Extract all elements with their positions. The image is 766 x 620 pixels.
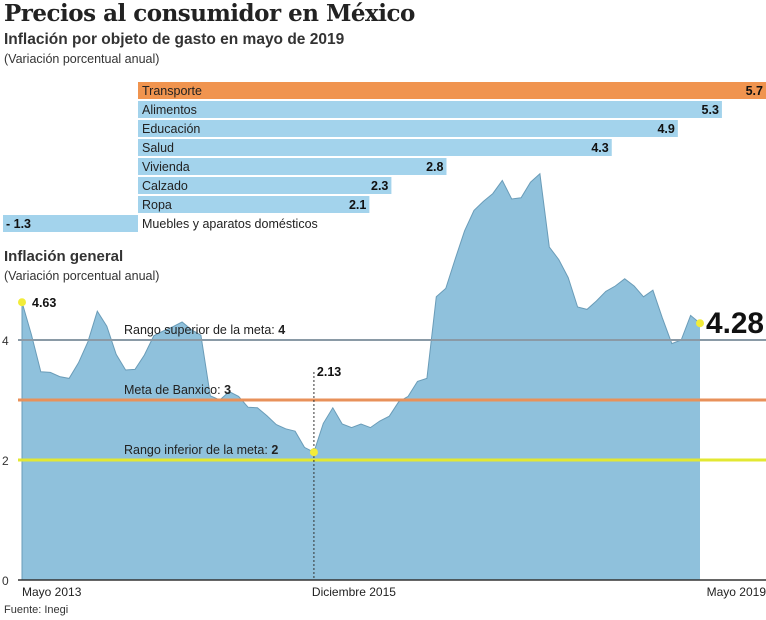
- bar-value-label: 2.3: [371, 179, 388, 193]
- bar-value-label: 5.7: [746, 84, 763, 98]
- bar-value-label: 2.1: [349, 198, 366, 212]
- annotation-label: 4.63: [32, 296, 56, 310]
- bar: [138, 196, 370, 213]
- reference-line-label: Rango superior de la meta: 4: [124, 323, 285, 337]
- bar: [138, 120, 678, 137]
- bar-category-label: Salud: [142, 141, 174, 155]
- bar-chart-units: (Variación porcentual anual): [4, 52, 160, 66]
- inflation-line: [21, 172, 701, 580]
- data-point-marker: [696, 319, 704, 328]
- reference-line-label: Meta de Banxico: 3: [124, 383, 231, 397]
- bar-value-label: 2.8: [426, 160, 443, 174]
- x-tick-label: Diciembre 2015: [312, 585, 396, 599]
- bar-value-label: 4.9: [657, 122, 674, 136]
- bar-value-label: 4.3: [591, 141, 608, 155]
- bar: [3, 215, 138, 232]
- line-chart-units: (Variación porcentual anual): [4, 269, 160, 283]
- bar-value-label: 5.3: [702, 103, 719, 117]
- y-tick-label: 4: [2, 334, 9, 348]
- bar: [138, 177, 392, 194]
- chart-title: Precios al consumidor en México: [4, 0, 415, 27]
- annotation-label-final: 4.28: [706, 307, 764, 340]
- bar-category-label: Ropa: [142, 198, 172, 212]
- y-tick-label: 2: [2, 454, 9, 468]
- bar: [138, 158, 447, 175]
- bar-category-label: Muebles y aparatos domésticos: [142, 217, 318, 231]
- source-note: Fuente: Inegi: [4, 604, 69, 616]
- bar-value-label: - 1.3: [6, 217, 31, 231]
- reference-line-label: Rango inferior de la meta: 2: [124, 443, 278, 457]
- x-tick-label: Mayo 2013: [22, 585, 82, 599]
- bar-category-label: Transporte: [142, 84, 202, 98]
- bar: [138, 139, 612, 156]
- inflation-area: [22, 173, 700, 581]
- y-tick-label: 0: [2, 574, 9, 588]
- bar: [138, 82, 766, 99]
- bar-category-label: Vivienda: [142, 160, 190, 174]
- bar-category-label: Calzado: [142, 179, 188, 193]
- bar-chart-subtitle: Inflación por objeto de gasto en mayo de…: [4, 31, 345, 48]
- bar-category-label: Educación: [142, 122, 200, 136]
- data-point-marker: [18, 298, 26, 307]
- bar: [138, 101, 722, 118]
- x-tick-label: Mayo 2019: [707, 585, 766, 599]
- data-point-marker: [309, 448, 318, 457]
- line-chart-title: Inflación general: [4, 248, 124, 265]
- annotation-label: 2.13: [317, 365, 341, 379]
- bar-category-label: Alimentos: [142, 103, 197, 117]
